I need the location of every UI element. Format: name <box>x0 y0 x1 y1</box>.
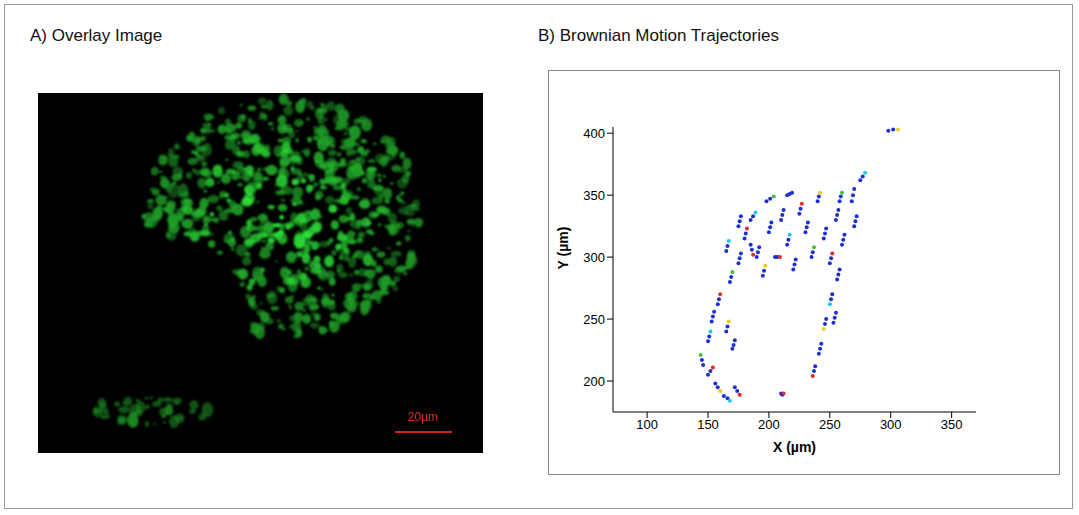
svg-text:300: 300 <box>583 250 605 265</box>
svg-text:400: 400 <box>583 126 605 141</box>
svg-text:X (µm): X (µm) <box>773 439 816 455</box>
svg-text:350: 350 <box>941 417 963 432</box>
svg-text:200: 200 <box>758 417 780 432</box>
svg-text:250: 250 <box>583 312 605 327</box>
svg-text:200: 200 <box>583 374 605 389</box>
svg-text:250: 250 <box>819 417 841 432</box>
html-text:A) Overlay Image: A) Overlay Image <box>30 26 163 45</box>
svg-text:Y (µm): Y (µm) <box>555 227 571 270</box>
svg-text:300: 300 <box>880 417 902 432</box>
html-text:B) Brownian Motion Trajectorie: B) Brownian Motion Trajectories <box>538 26 779 45</box>
svg-text:100: 100 <box>636 417 658 432</box>
svg-text:20µm: 20µm <box>408 410 438 424</box>
svg-text:150: 150 <box>697 417 719 432</box>
svg-text:350: 350 <box>583 188 605 203</box>
